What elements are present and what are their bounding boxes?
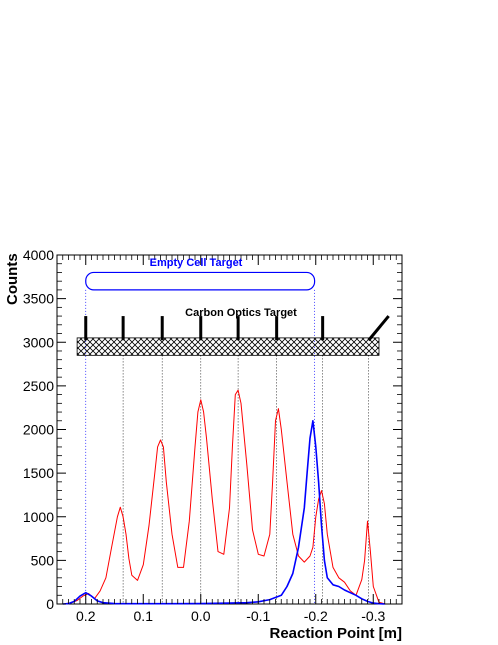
y-axis-title: Counts (4, 253, 21, 305)
y-tick-label: 0 (46, 596, 54, 612)
axes (57, 254, 402, 605)
empty-cell-target (85, 271, 316, 291)
guide-lines (85, 289, 369, 604)
x-tick-label: -0.1 (246, 608, 270, 624)
x-tick-label: 0.0 (191, 608, 211, 624)
x-tick-label: -0.2 (304, 608, 328, 624)
empty-cell-series-line (62, 420, 385, 605)
carbon-foil-marker (367, 315, 390, 342)
empty-cell-box (85, 271, 316, 291)
carbon-target-label: Carbon Optics Target (185, 307, 297, 319)
x-axis-title: Reaction Point [m] (269, 625, 402, 642)
empty-cell-label: Empty Cell Target (150, 257, 243, 269)
y-tick-label: 3500 (23, 291, 54, 307)
carbon-target-band (76, 337, 380, 356)
carbon-series-line (65, 389, 385, 605)
x-tick-label: 0.2 (76, 608, 96, 624)
y-tick-label: 1000 (23, 509, 54, 525)
y-tick-label: 2000 (23, 422, 54, 438)
series-group (62, 389, 385, 605)
x-tick-label: 0.1 (134, 608, 154, 624)
tick-labels: 0 500 1000 1500 2000 2500 3000 3500 4000 0.2 0.1 0.… (23, 247, 386, 624)
y-tick-label: 1500 (23, 465, 54, 481)
y-tick-label: 3000 (23, 334, 54, 350)
carbon-foils (84, 315, 390, 342)
y-tick-label: 2500 (23, 378, 54, 394)
y-tick-label: 500 (31, 552, 55, 568)
plot-frame (56, 254, 403, 605)
carbon-hatch-band (76, 337, 380, 356)
x-tick-label: -0.3 (361, 608, 385, 624)
y-tick-label: 4000 (23, 247, 54, 263)
